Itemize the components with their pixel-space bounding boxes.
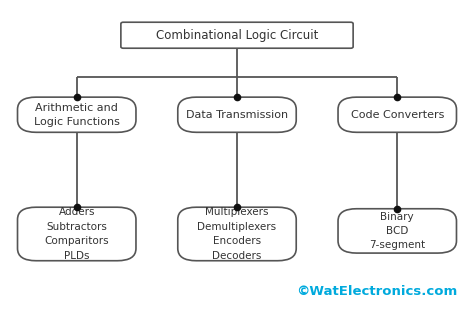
FancyBboxPatch shape [338,97,456,132]
Text: Data Transmission: Data Transmission [186,110,288,120]
FancyBboxPatch shape [178,97,296,132]
FancyBboxPatch shape [18,207,136,261]
FancyBboxPatch shape [178,207,296,261]
FancyBboxPatch shape [18,97,136,132]
Text: Arithmetic and
Logic Functions: Arithmetic and Logic Functions [34,103,119,127]
Text: Multiplexers
Demultiplexers
Encoders
Decoders: Multiplexers Demultiplexers Encoders Dec… [198,207,276,261]
Text: Adders
Subtractors
Comparitors
PLDs: Adders Subtractors Comparitors PLDs [45,207,109,261]
FancyBboxPatch shape [121,22,353,48]
Text: Binary
BCD
7-segment: Binary BCD 7-segment [369,212,425,250]
Text: Combinational Logic Circuit: Combinational Logic Circuit [156,29,318,42]
Text: Code Converters: Code Converters [351,110,444,120]
FancyBboxPatch shape [338,209,456,253]
Text: ©WatElectronics.com: ©WatElectronics.com [296,285,457,298]
